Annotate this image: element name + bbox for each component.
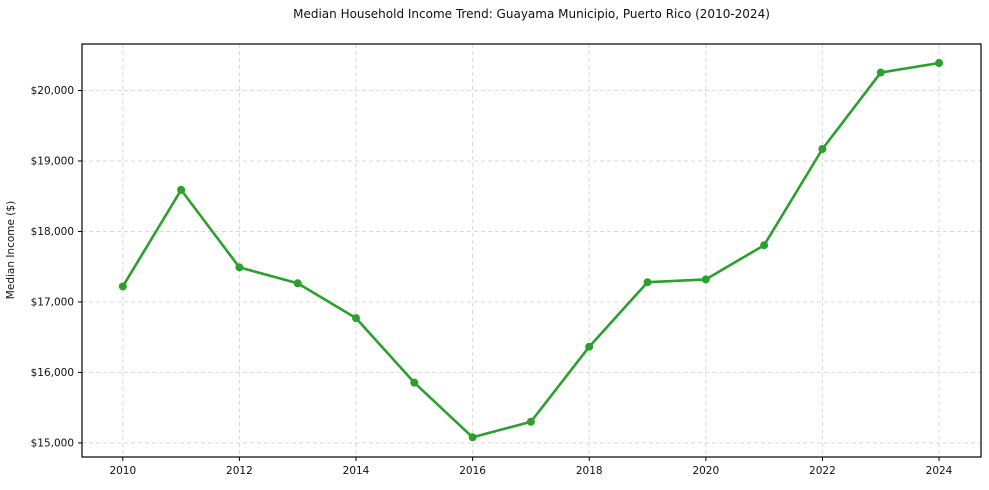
data-point xyxy=(352,314,361,323)
trend-line xyxy=(121,61,941,439)
data-point xyxy=(876,68,885,77)
data-point xyxy=(293,279,302,288)
x-tick-label: 2018 xyxy=(576,465,603,477)
data-point xyxy=(177,185,186,194)
data-point xyxy=(118,282,127,291)
data-point xyxy=(526,417,535,426)
y-tick-label: $17,000 xyxy=(31,296,74,308)
chart-title: Median Household Income Trend: Guayama M… xyxy=(293,7,770,21)
x-tick-label: 2010 xyxy=(109,465,136,477)
y-tick-label: $20,000 xyxy=(31,85,74,97)
x-tick-label: 2022 xyxy=(809,465,836,477)
x-tick-label: 2012 xyxy=(226,465,253,477)
x-tick-label: 2014 xyxy=(343,465,370,477)
plot-border xyxy=(81,43,982,458)
y-tick-label: $19,000 xyxy=(31,155,74,167)
data-point xyxy=(701,275,710,284)
data-point xyxy=(643,278,652,287)
data-point xyxy=(760,241,769,250)
data-point xyxy=(935,59,944,68)
x-tick-label: 2020 xyxy=(692,465,719,477)
x-tick-label: 2024 xyxy=(926,465,953,477)
y-tick-label: $16,000 xyxy=(31,367,74,379)
y-tick-label: $15,000 xyxy=(31,437,74,449)
data-point xyxy=(468,433,477,442)
data-point xyxy=(585,342,594,351)
data-point xyxy=(235,263,244,272)
data-point xyxy=(818,145,827,154)
y-tick-label: $18,000 xyxy=(31,226,74,238)
data-point xyxy=(410,378,419,387)
x-tick-label: 2016 xyxy=(459,465,486,477)
